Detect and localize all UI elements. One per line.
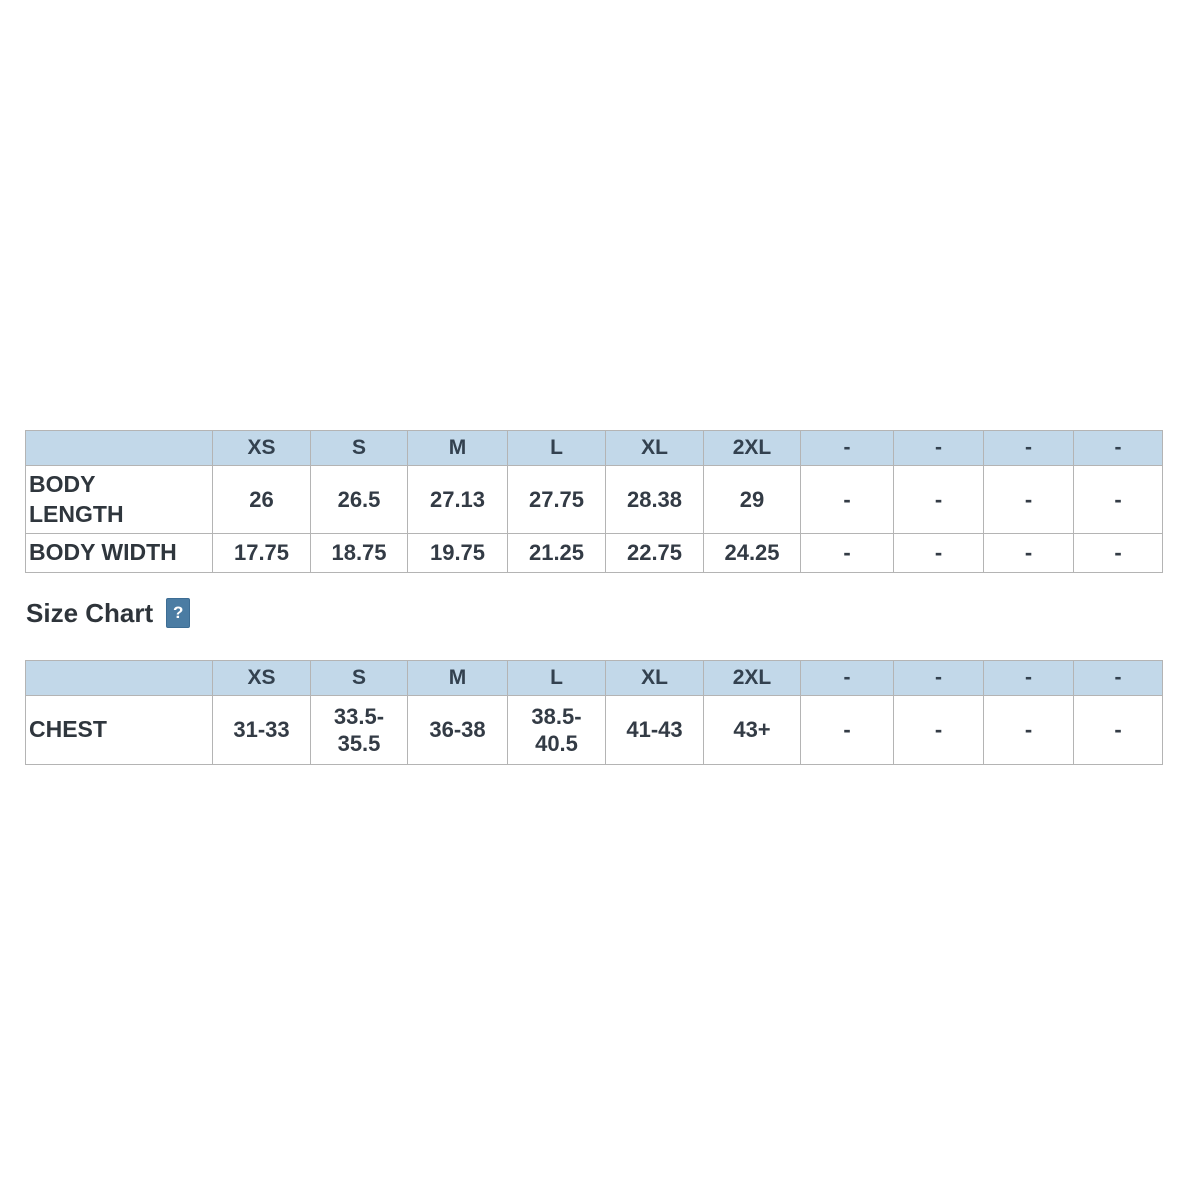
size-value-cell: 36-38	[407, 695, 508, 765]
page-title: Size Chart	[26, 597, 154, 628]
size-value-cell: -	[800, 465, 894, 534]
corner-header-cell	[25, 430, 213, 466]
size-value-cell: 33.5- 35.5	[310, 695, 408, 765]
size-value-cell: -	[1073, 695, 1163, 765]
size-value-cell: 38.5- 40.5	[507, 695, 606, 765]
size-value-cell: -	[800, 533, 894, 573]
size-column-header-s: S	[310, 430, 408, 466]
size-chart-heading: Size Chart ?	[26, 596, 191, 630]
size-value-cell: 17.75	[212, 533, 311, 573]
corner-header-cell	[25, 660, 213, 696]
size-column-header-empty: -	[1073, 430, 1163, 466]
size-value-cell: 22.75	[605, 533, 704, 573]
size-column-header-l: L	[507, 430, 606, 466]
size-value-cell: 27.75	[507, 465, 606, 534]
size-column-header-m: M	[407, 430, 508, 466]
size-column-header-empty: -	[983, 430, 1074, 466]
size-value-cell: 21.25	[507, 533, 606, 573]
size-column-header-l: L	[507, 660, 606, 696]
table-row-body-width: BODY WIDTH 17.75 18.75 19.75 21.25 22.75…	[25, 533, 1163, 573]
size-column-header-xs: XS	[212, 660, 311, 696]
size-value-cell: -	[983, 533, 1074, 573]
size-column-header-empty: -	[1073, 660, 1163, 696]
table-row-chest: CHEST 31-33 33.5- 35.5 36-38 38.5- 40.5 …	[25, 695, 1163, 765]
size-value-cell: -	[893, 533, 984, 573]
size-column-header-xl: XL	[605, 430, 704, 466]
size-value-cell: 31-33	[212, 695, 311, 765]
size-value-cell: 18.75	[310, 533, 408, 573]
size-value-cell: 26	[212, 465, 311, 534]
size-column-header-empty: -	[800, 660, 894, 696]
size-column-header-empty: -	[800, 430, 894, 466]
size-value-cell: 26.5	[310, 465, 408, 534]
row-label: CHEST	[25, 695, 213, 765]
size-column-header-xl: XL	[605, 660, 704, 696]
chest-size-table: XS S M L XL 2XL - - - - CHEST 31-33 33.5…	[25, 660, 1163, 765]
size-value-cell: 28.38	[605, 465, 704, 534]
size-column-header-empty: -	[893, 430, 984, 466]
size-column-header-2xl: 2XL	[703, 430, 801, 466]
measurements-table: XS S M L XL 2XL - - - - BODY LENGTH 26 2…	[25, 430, 1163, 573]
size-value-cell: 19.75	[407, 533, 508, 573]
help-icon[interactable]: ?	[166, 598, 191, 628]
size-value-cell: 43+	[703, 695, 801, 765]
size-value-cell: -	[983, 695, 1074, 765]
size-value-cell: -	[893, 695, 984, 765]
table-row-body-length: BODY LENGTH 26 26.5 27.13 27.75 28.38 29…	[25, 465, 1163, 534]
size-value-cell: -	[893, 465, 984, 534]
row-label: BODY WIDTH	[25, 533, 213, 573]
size-value-cell: 27.13	[407, 465, 508, 534]
size-value-cell: -	[800, 695, 894, 765]
size-value-cell: -	[1073, 465, 1163, 534]
size-column-header-empty: -	[893, 660, 984, 696]
size-column-header-xs: XS	[212, 430, 311, 466]
size-value-cell: 41-43	[605, 695, 704, 765]
size-value-cell: 24.25	[703, 533, 801, 573]
size-value-cell: -	[1073, 533, 1163, 573]
chest-header-row: XS S M L XL 2XL - - - -	[25, 660, 1163, 696]
size-value-cell: 29	[703, 465, 801, 534]
measurements-header-row: XS S M L XL 2XL - - - -	[25, 430, 1163, 466]
row-label: BODY LENGTH	[25, 465, 213, 534]
size-value-cell: -	[983, 465, 1074, 534]
size-column-header-2xl: 2XL	[703, 660, 801, 696]
size-column-header-s: S	[310, 660, 408, 696]
size-column-header-empty: -	[983, 660, 1074, 696]
size-column-header-m: M	[407, 660, 508, 696]
